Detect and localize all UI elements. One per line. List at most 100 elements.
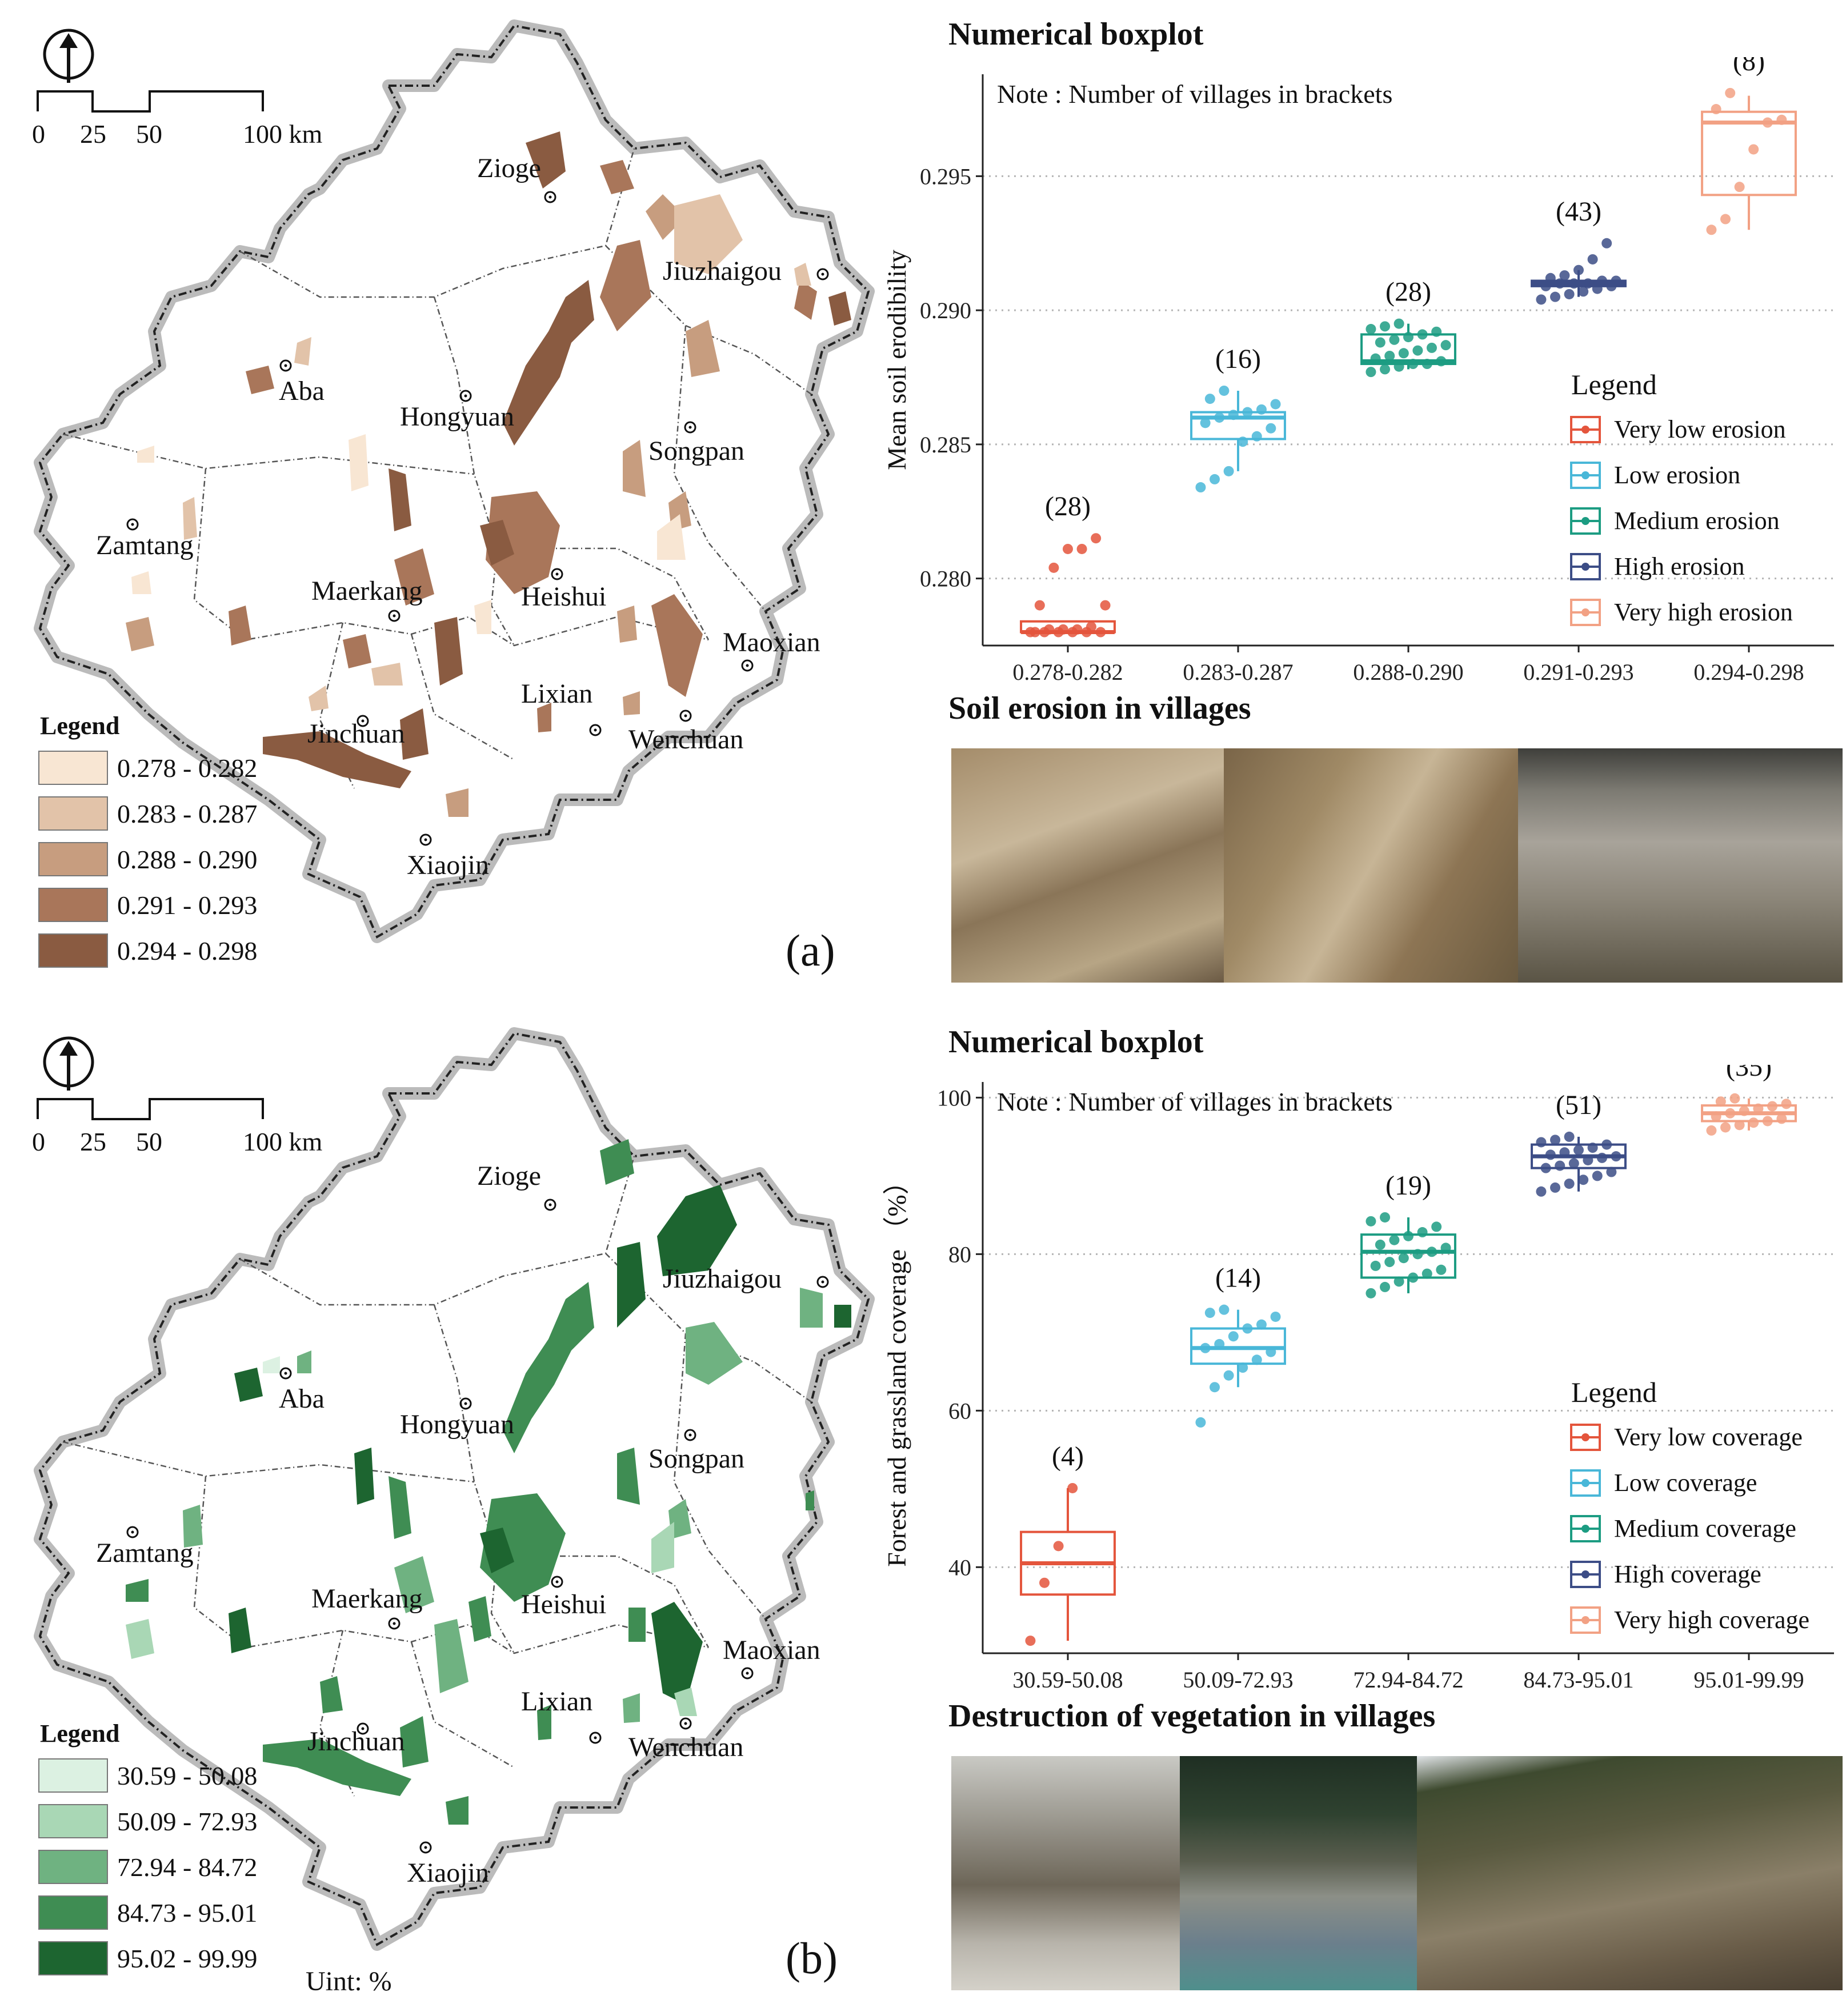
- scale-label-25: 25: [80, 1127, 106, 1156]
- boxplot-a-point-3-2: [1564, 288, 1575, 299]
- boxplot-b-point-1-10: [1256, 1319, 1267, 1330]
- place-jinchuan: Jinchuan: [307, 719, 405, 749]
- map-legend-b-label-0: 30.59 - 50.08: [117, 1761, 257, 1790]
- boxplot-a-point-3-7: [1555, 278, 1565, 289]
- boxplot-a-point-3-3: [1578, 286, 1589, 297]
- boxplot-b-point-2-17: [1366, 1216, 1376, 1227]
- boxplot-a-point-1-4: [1251, 431, 1262, 442]
- boxplot-a-point-4-2: [1734, 182, 1745, 193]
- boxplot-a-point-1-8: [1228, 410, 1239, 420]
- place-lixian: Lixian: [521, 679, 592, 709]
- boxplot-b-point-3-11: [1611, 1151, 1621, 1162]
- boxplot-b-point-2-0: [1366, 1288, 1376, 1298]
- vegetation-photo-1: [951, 1756, 1180, 1990]
- boxplot-b-point-1-9: [1242, 1323, 1253, 1334]
- boxplot-b-point-1-13: [1219, 1304, 1230, 1315]
- boxplot-a-point-1-5: [1266, 423, 1276, 434]
- boxplot-b-point-4-11: [1781, 1099, 1792, 1109]
- place-wenchuan: Wenchuan: [628, 1732, 743, 1762]
- boxplot-a-point-2-18: [1380, 321, 1391, 332]
- boxplot-a-xtick-label-1: 0.283-0.287: [1183, 659, 1293, 685]
- boxplot-soil-erodibility: 0.280 0.285 0.290 0.295 Mean soil erodibilit…: [882, 57, 1834, 685]
- boxplot-b-legend-label-3: High coverage: [1614, 1560, 1761, 1588]
- boxplot-b-point-2-7: [1384, 1257, 1395, 1268]
- boxplot-title-b: Numerical boxplot: [948, 1024, 1204, 1060]
- boxplot-a-point-0-16: [1091, 533, 1102, 544]
- map-legend-b-swatch-2: [38, 1850, 108, 1884]
- boxplot-a-box-4: [1701, 110, 1797, 197]
- boxplot-b-point-4-10: [1767, 1101, 1777, 1112]
- boxplot-a-point-4-6: [1711, 104, 1721, 115]
- erosion-photo-1: [951, 748, 1224, 983]
- scale-label-0: 0: [32, 1127, 45, 1156]
- boxplot-a-point-4-0: [1706, 225, 1717, 235]
- boxplot-b-legend-key-dot-3: [1581, 1570, 1589, 1578]
- village-patches: [126, 1139, 851, 1825]
- place-aba: Aba: [279, 1384, 325, 1414]
- boxplot-b-point-2-16: [1431, 1221, 1442, 1232]
- vegetation-photo-3: [1417, 1756, 1843, 1990]
- boxplot-a-count-label-2: (28): [1385, 277, 1431, 307]
- boxplot-a-point-0-15: [1076, 543, 1087, 554]
- boxplot-a-point-1-1: [1210, 474, 1220, 484]
- boxplot-a-point-0-11: [1100, 600, 1111, 611]
- map-legend-b-swatch-1: [38, 1804, 108, 1838]
- map-legend-b-label-1: 50.09 - 72.93: [117, 1807, 257, 1836]
- boxplot-a-ytick-label-2: 0.290: [920, 298, 971, 323]
- place-zioge: Zioge: [477, 153, 541, 183]
- boxplot-b-point-3-2: [1564, 1179, 1575, 1189]
- place-labels: Zioge Jiuzhaigou Aba Hongyuan Songpan Za…: [96, 153, 829, 880]
- place-aba: Aba: [279, 376, 325, 406]
- boxplot-a-xtick-label-3: 0.291-0.293: [1523, 659, 1633, 685]
- boxplot-b-count-label-1: (14): [1215, 1263, 1261, 1293]
- boxplot-b-point-2-9: [1412, 1249, 1423, 1260]
- boxplot-a-count-label-1: (16): [1215, 344, 1261, 374]
- boxplot-b-point-2-3: [1408, 1272, 1419, 1283]
- boxplot-a-point-2-2: [1393, 361, 1404, 372]
- boxplot-a-point-2-9: [1412, 345, 1423, 356]
- soil-erosion-photos: [951, 748, 1843, 983]
- boxplot-b-legend-label-0: Very low coverage: [1614, 1423, 1803, 1451]
- boxplot-a-point-4-4: [1762, 117, 1773, 128]
- place-songpan: Songpan: [648, 436, 744, 466]
- boxplot-b-legend-label-4: Very high coverage: [1614, 1606, 1809, 1634]
- boxplot-a-legend-label-0: Very low erosion: [1614, 415, 1786, 443]
- unit-label: Uint: %: [306, 1966, 392, 1997]
- boxplot-a-point-0-12: [1034, 600, 1045, 611]
- boxplot-b-point-3-10: [1596, 1152, 1607, 1163]
- boxplot-a-point-2-16: [1431, 326, 1442, 337]
- boxplot-a-point-2-4: [1421, 359, 1432, 370]
- boxplot-b-point-4-12: [1715, 1096, 1726, 1107]
- scale-label-0: 0: [32, 119, 45, 149]
- map-legend-a-swatch-3: [38, 888, 108, 922]
- boxplot-a-point-2-12: [1375, 337, 1385, 348]
- boxplot-b-legend-key-dot-1: [1581, 1479, 1589, 1487]
- panel-a: 0 25 50 100 km: [32, 17, 1843, 983]
- place-maerkang: Maerkang: [311, 1584, 423, 1614]
- boxplot-a-point-3-9: [1583, 278, 1593, 289]
- boxplot-a-point-2-10: [1426, 342, 1437, 353]
- boxplot-b-point-3-16: [1601, 1139, 1612, 1150]
- boxplot-a-point-3-14: [1573, 264, 1584, 275]
- place-hongyuan: Hongyuan: [400, 1409, 514, 1440]
- boxplot-b-point-1-3: [1238, 1362, 1248, 1373]
- boxplot-b-point-4-0: [1706, 1125, 1717, 1136]
- boxplot-b-point-1-12: [1204, 1308, 1215, 1318]
- boxplot-b-point-1-11: [1270, 1311, 1281, 1322]
- boxplot-a-point-3-16: [1601, 238, 1612, 249]
- map-legend-a-swatch-1: [38, 796, 108, 831]
- village-patches: [126, 131, 851, 817]
- scale-label-100: 100 km: [243, 119, 323, 149]
- boxplot-b-point-2-13: [1389, 1235, 1400, 1245]
- boxplot-a-ytick-label-3: 0.295: [920, 163, 971, 189]
- place-lixian: Lixian: [521, 1686, 592, 1717]
- boxplot-a-legend-key-dot-1: [1581, 471, 1589, 479]
- boxplot-b-count-label-3: (51): [1556, 1090, 1601, 1120]
- boxplot-b-point-2-2: [1393, 1276, 1404, 1287]
- boxplot-a-legend-key-dot-0: [1581, 426, 1589, 434]
- boxplot-a-point-2-15: [1417, 329, 1428, 340]
- boxplot-b-point-2-8: [1398, 1253, 1409, 1264]
- panel-tag-a: (a): [786, 925, 835, 975]
- boxplot-a-point-1-12: [1204, 394, 1215, 404]
- boxplot-a-point-1-3: [1238, 436, 1248, 447]
